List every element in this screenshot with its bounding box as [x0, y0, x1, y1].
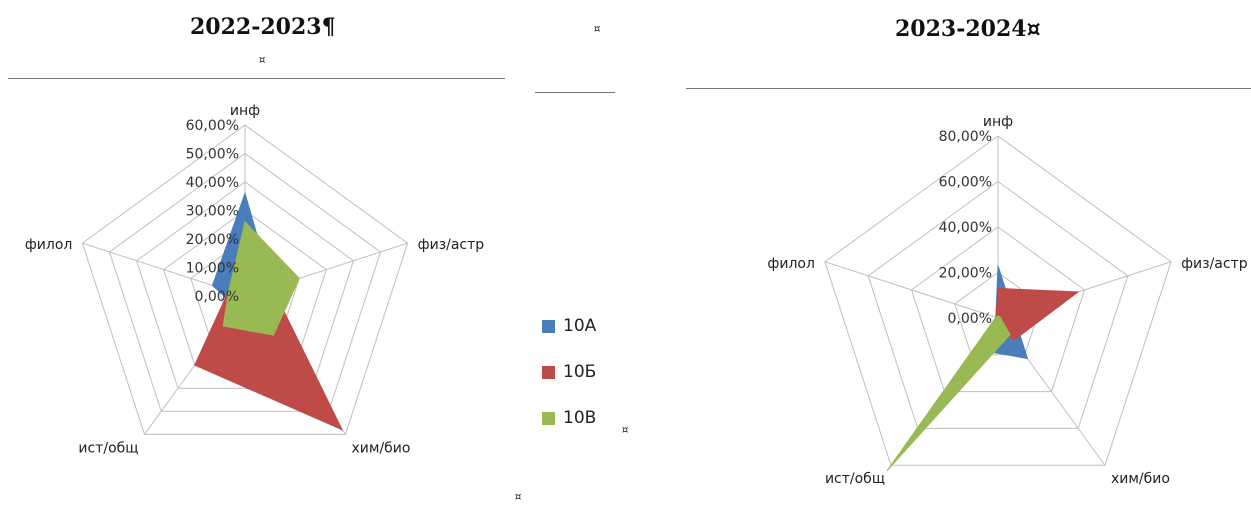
- radar-category-label: физ/астр: [418, 237, 485, 253]
- legend-cell-mark: ¤: [621, 423, 629, 438]
- legend-label-10b: 10Б: [563, 362, 597, 382]
- radar-category-label: ист/общ: [825, 471, 885, 487]
- radar-tick-label: 60,00%: [939, 175, 992, 191]
- radar-category-label: инф: [230, 103, 260, 119]
- left-chart-title: 2022-2023¶: [190, 14, 336, 40]
- radar-category-label: филол: [25, 237, 73, 253]
- legend-item-10b: 10Б: [542, 362, 596, 382]
- legend-item-10a: 10А: [542, 316, 596, 336]
- radar-gridline: [824, 135, 1172, 466]
- radar-category-label: филол: [767, 256, 815, 272]
- right-chart-title: 2023-2024¤: [895, 16, 1041, 42]
- radar-tick-label: 10,00%: [186, 261, 239, 277]
- radar-tick-label: 0,00%: [948, 311, 992, 327]
- radar-tick-label: 20,00%: [939, 266, 992, 282]
- radar-series-2: [222, 220, 300, 336]
- radar-tick-label: 20,00%: [186, 232, 239, 248]
- legend-label-10a: 10А: [563, 316, 597, 336]
- legend-swatch-10a: [542, 319, 555, 333]
- legend-swatch-10b: [542, 365, 555, 379]
- bottom-cell-mark: ¤: [514, 490, 522, 505]
- middle-cell-mark: ¤: [593, 22, 601, 37]
- middle-rule: [535, 92, 615, 93]
- radar-gridline: [910, 226, 1086, 393]
- right-title-rule: [686, 88, 1251, 89]
- radar-tick-label: 40,00%: [939, 220, 992, 236]
- radar-category-label: ист/общ: [78, 440, 138, 456]
- radar-category-label: физ/астр: [1181, 256, 1248, 272]
- radar-tick-label: 80,00%: [939, 129, 992, 145]
- radar-series-2: [886, 315, 1011, 472]
- legend-swatch-10v: [542, 411, 555, 425]
- left-title-rule: [8, 78, 505, 79]
- radar-category-label: хим/био: [1111, 471, 1170, 487]
- legend-item-10v: 10В: [542, 408, 596, 428]
- radar-gridline: [867, 180, 1129, 429]
- radar-gridline: [108, 152, 382, 412]
- radar-gridline: [135, 181, 355, 389]
- radar-tick-label: 60,00%: [186, 118, 239, 134]
- left-title-paragraph-mark: ¤: [258, 53, 266, 68]
- radar-tick-label: 0,00%: [195, 289, 239, 305]
- radar-category-label: инф: [983, 114, 1013, 130]
- radar-tick-label: 30,00%: [186, 204, 239, 220]
- radar-tick-label: 50,00%: [186, 147, 239, 163]
- radar-gridline: [81, 124, 409, 435]
- radar-tick-label: 40,00%: [186, 175, 239, 191]
- radar-category-label: хим/био: [352, 440, 411, 456]
- legend-label-10v: 10В: [563, 408, 597, 428]
- radar-spoke: [824, 261, 999, 319]
